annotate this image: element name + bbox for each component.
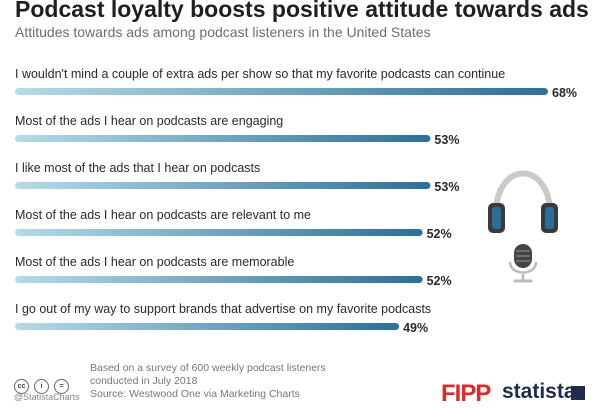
bar-value-label: 53% [434,180,459,194]
footer-note-line2: conducted in July 2018 [90,375,198,387]
cc-icon: cc [14,379,29,394]
microphone-icon [508,244,538,283]
bar [15,88,548,95]
bars-group: I wouldn't mind a couple of extra ads pe… [15,67,577,335]
footer-note: Based on a survey of 600 weekly podcast … [90,362,370,401]
bar-value-label: 52% [427,274,452,288]
footer-note-line1: Based on a survey of 600 weekly podcast … [90,362,326,374]
bar-value-label: 68% [552,86,577,100]
statista-logo-mark [571,386,585,400]
bar-label: Most of the ads I hear on podcasts are m… [15,255,294,269]
license-icons: cc i = [14,375,74,394]
statista-logo: statista [502,380,576,403]
bar-label: Most of the ads I hear on podcasts are e… [15,114,283,128]
equals-icon: = [54,379,69,394]
bar [15,229,423,236]
bar-label: I go out of my way to support brands tha… [15,302,431,316]
statista-handle: @StatistaCharts [14,392,80,402]
by-icon: i [34,379,49,394]
bar-value-label: 49% [403,321,428,335]
bar-value-label: 53% [434,133,459,147]
bar [15,135,431,142]
bar [15,276,423,283]
headphones-icon [488,170,558,233]
chart-subtitle: Attitudes towards ads among podcast list… [15,24,431,40]
bar-label: Most of the ads I hear on podcasts are r… [15,208,311,222]
bar-label: I wouldn't mind a couple of extra ads pe… [15,67,505,81]
chart-title: Podcast loyalty boosts positive attitude… [15,0,589,22]
bar-value-label: 52% [427,227,452,241]
fipp-logo: FIPP [441,380,491,407]
bar-label: I like most of the ads that I hear on po… [15,161,260,175]
footer-source: Source: Westwood One via Marketing Chart… [90,388,300,400]
bar [15,182,431,189]
bar [15,323,400,330]
